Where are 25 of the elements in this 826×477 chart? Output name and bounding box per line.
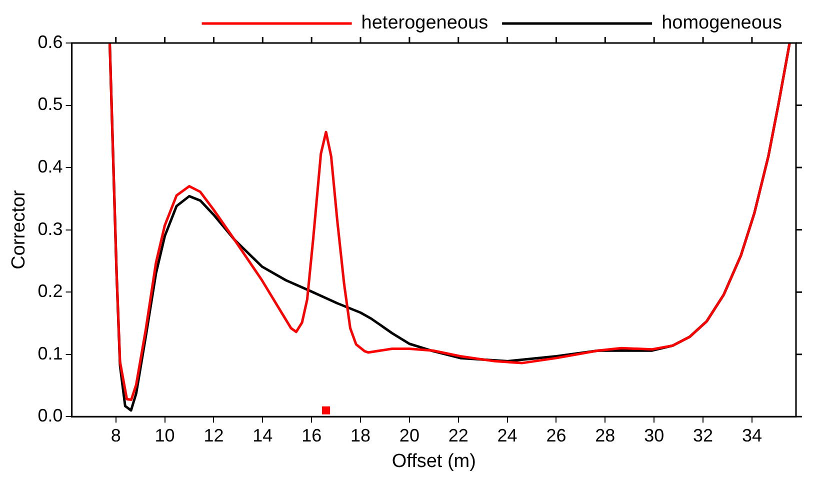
y-tick-label: 0.1 (38, 343, 63, 364)
x-tick-label: 16 (302, 425, 322, 446)
x-axis-title: Offset (m) (392, 450, 476, 472)
y-tick-label: 0.5 (38, 94, 63, 114)
x-tick-label: 28 (595, 425, 616, 446)
x-tick-label: 22 (448, 425, 468, 446)
x-tick-label: 10 (154, 425, 175, 446)
series-label: homogeneous (662, 12, 782, 34)
x-tick-label: 34 (742, 425, 762, 446)
x-tick-label: 24 (497, 425, 518, 446)
y-tick-label: 0.4 (38, 156, 63, 176)
y-tick-label: 0.6 (38, 32, 63, 52)
x-tick-label: 32 (693, 425, 714, 446)
y-tick-label: 0.3 (38, 218, 63, 239)
x-tick-label: 12 (204, 425, 224, 446)
x-tick-label: 8 (110, 425, 121, 446)
x-tick-label: 18 (350, 425, 371, 446)
y-axis-title: Corrector (8, 190, 30, 270)
x-tick-label: 20 (399, 425, 420, 446)
y-tick-label: 0.0 (38, 406, 63, 426)
x-tick-label: 30 (644, 425, 664, 446)
y-tick-label: 0.2 (38, 281, 63, 302)
x-tick-label: 26 (546, 425, 566, 446)
x-tick-label: 14 (252, 425, 273, 446)
text: heterogeneous (361, 12, 488, 34)
